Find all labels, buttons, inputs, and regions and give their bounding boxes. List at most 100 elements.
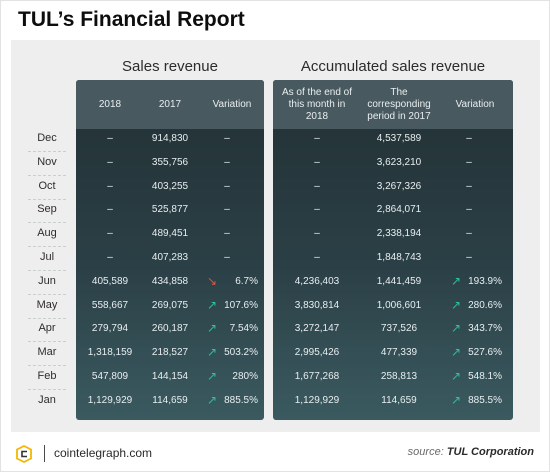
row-divider	[28, 174, 66, 176]
sales-revenue-table: 2018 2017 Variation	[76, 80, 264, 420]
variation-cell: 7.54%	[229, 323, 258, 335]
column-header-2018: 2018	[98, 98, 122, 110]
table-cell: 1,848,743	[376, 252, 422, 263]
variation-cell: –	[466, 156, 472, 168]
variation-cell: 107.6%	[224, 299, 258, 311]
table-cell: 258,813	[380, 371, 418, 382]
variation-cell: –	[466, 252, 472, 263]
variation-cell: –	[466, 180, 472, 192]
table-cell: 2,864,071	[376, 204, 422, 216]
row-divider	[28, 269, 66, 271]
column-header-2017: 2017	[158, 98, 182, 110]
row-month-label: Jul	[39, 251, 55, 263]
table-cell: 114,659	[152, 394, 188, 406]
table-cell: –	[314, 180, 320, 192]
table-cell: 355,756	[151, 156, 189, 168]
table-cell: –	[107, 228, 113, 240]
arrow-down-icon: ↘	[207, 273, 218, 288]
table-cell: –	[107, 204, 113, 216]
arrow-up-icon: ↗	[451, 273, 462, 288]
row-month-label: Jan	[38, 393, 56, 406]
source-name: TUL Corporation	[446, 446, 534, 458]
table-cell: 1,318,159	[87, 347, 133, 359]
table-cell: 1,677,268	[294, 371, 340, 382]
table-cell: –	[107, 133, 113, 144]
table-cell: 1,129,929	[294, 394, 340, 406]
table-cell: 144,154	[151, 371, 189, 382]
table-cell: 279,794	[91, 323, 129, 335]
table-cell: 114,659	[381, 394, 417, 406]
section-title-sales-revenue: Sales revenue	[122, 58, 218, 75]
arrow-up-icon: ↗	[207, 345, 218, 360]
row-month-label: Feb	[37, 370, 57, 382]
table-cell: –	[107, 156, 113, 168]
table-cell: –	[314, 252, 320, 263]
row-divider	[28, 293, 66, 295]
row-divider	[28, 388, 66, 390]
table-cell: –	[107, 180, 113, 192]
table-cell: 434,858	[151, 275, 189, 287]
table-cell: 737,526	[380, 323, 418, 335]
footer-divider	[44, 445, 45, 462]
table-cell: 269,075	[151, 299, 189, 311]
source-label: source:	[407, 446, 444, 458]
table-header	[76, 80, 264, 129]
table-cell: 3,267,326	[376, 180, 422, 192]
page-title: TUL’s Financial Report	[18, 8, 245, 31]
arrow-up-icon: ↗	[451, 369, 462, 383]
row-divider	[28, 341, 66, 343]
table-cell: 405,589	[91, 275, 129, 287]
row-month-label: Mar	[37, 346, 57, 359]
table-cell: –	[314, 204, 320, 216]
variation-cell: –	[466, 133, 472, 144]
table-cell: 489,451	[151, 228, 189, 240]
table-cell: 1,441,459	[376, 275, 422, 287]
variation-cell: 503.2%	[224, 347, 258, 359]
footer-source: source: TUL Corporation	[408, 446, 534, 458]
row-month-label: Dec	[37, 132, 57, 144]
row-month-label: Apr	[38, 322, 56, 335]
table-cell: 407,283	[151, 252, 189, 263]
variation-cell: 548.1%	[468, 371, 502, 382]
arrow-up-icon: ↗	[207, 297, 218, 312]
column-header-accum-2018: As of the end of this month in 2018	[281, 86, 353, 122]
variation-cell: –	[224, 133, 230, 144]
table-cell: 477,339	[380, 347, 418, 359]
row-month-label: May	[36, 298, 58, 311]
table-cell: 4,537,589	[376, 133, 422, 144]
row-divider	[28, 246, 66, 248]
variation-cell: 343.7%	[468, 323, 502, 335]
variation-cell: 280.6%	[468, 299, 502, 311]
row-divider	[28, 222, 66, 224]
arrow-up-icon: ↗	[207, 321, 218, 336]
variation-cell: –	[224, 156, 230, 168]
row-month-label: Aug	[37, 227, 57, 240]
column-header-accum-variation: Variation	[455, 98, 495, 110]
accumulated-sales-revenue-table: As of the end of this month in 2018 The …	[273, 80, 513, 420]
table-cell: 2,995,426	[294, 347, 340, 359]
row-month-label: Jun	[38, 274, 56, 287]
table-cell: 218,527	[151, 347, 189, 359]
table-cell: 260,187	[151, 323, 189, 335]
table-cell: 1,129,929	[87, 394, 133, 406]
table-cell: –	[314, 228, 320, 240]
variation-cell: –	[224, 252, 230, 263]
row-month-label: Oct	[38, 179, 56, 192]
table-cell: 3,830,814	[294, 299, 340, 311]
arrow-up-icon: ↗	[451, 392, 462, 407]
variation-cell: –	[466, 228, 472, 240]
cointelegraph-logo-icon	[16, 444, 32, 464]
row-divider	[28, 198, 66, 200]
column-header-accum-2017: The corresponding period in 2017	[367, 86, 431, 122]
arrow-up-icon: ↗	[451, 321, 462, 336]
arrow-up-icon: ↗	[451, 345, 462, 360]
arrow-up-icon: ↗	[207, 369, 218, 383]
table-cell: 3,623,210	[376, 156, 422, 168]
footer-site-link[interactable]: cointelegraph.com	[54, 446, 153, 460]
row-divider	[28, 317, 66, 319]
table-cell: –	[314, 156, 320, 168]
table-cell: 914,830	[151, 133, 189, 144]
table-cell: 558,667	[91, 299, 129, 311]
arrow-up-icon: ↗	[451, 297, 462, 312]
row-divider	[28, 365, 66, 367]
